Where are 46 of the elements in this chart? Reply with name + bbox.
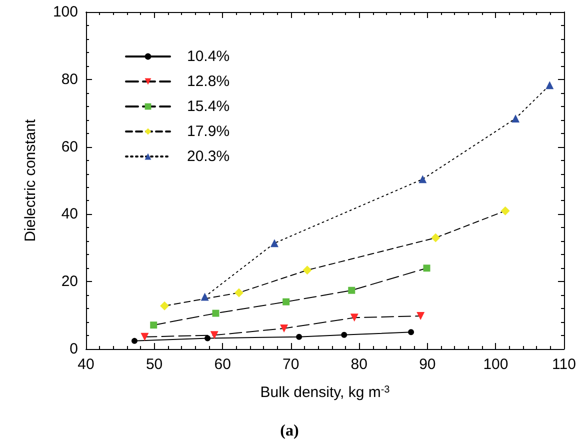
point: [210, 331, 218, 340]
legend-label: 12.8%: [187, 73, 230, 90]
y-tick-label: 60: [61, 138, 78, 156]
y-axis-title: Dielectric constant: [22, 118, 39, 242]
point: [234, 288, 244, 298]
point: [500, 206, 510, 216]
x-tick-label: 100: [483, 356, 508, 373]
point: [350, 314, 358, 322]
point: [212, 310, 220, 317]
point: [341, 332, 348, 338]
point: [200, 292, 209, 301]
point: [348, 286, 356, 294]
y-tick-label: 20: [61, 273, 78, 290]
legend-label: 17.9%: [187, 123, 230, 140]
x-tick-label: 90: [419, 356, 436, 373]
y-tick-label: 80: [61, 70, 78, 88]
legend-label: 20.3%: [187, 148, 230, 165]
point: [282, 298, 290, 306]
point: [150, 322, 158, 329]
point: [408, 329, 414, 336]
point: [131, 338, 138, 344]
legend-label: 10.4%: [187, 48, 230, 65]
point: [431, 233, 440, 242]
point: [296, 334, 302, 340]
point: [270, 239, 278, 248]
text: (a): [280, 422, 299, 440]
point: [280, 324, 288, 332]
y-tick-label: 0: [70, 340, 78, 358]
x-tick-label: 80: [350, 356, 368, 373]
x-tick-label: 70: [282, 356, 300, 373]
point: [512, 114, 520, 122]
y-tick-label: 40: [61, 206, 78, 223]
y-tick-label: 100: [52, 4, 78, 20]
point: [416, 312, 425, 320]
x-tick-label: 60: [214, 356, 231, 373]
point: [302, 266, 312, 275]
x-tick-label: 40: [78, 356, 94, 373]
x-tick-label: 50: [146, 356, 163, 373]
legend-label: 15.4%: [187, 98, 230, 115]
point: [546, 81, 554, 90]
point: [160, 301, 170, 310]
point: [204, 335, 211, 342]
point: [140, 332, 149, 341]
point: [418, 175, 427, 184]
x-tick-label: 110: [552, 356, 576, 373]
point: [423, 264, 430, 272]
